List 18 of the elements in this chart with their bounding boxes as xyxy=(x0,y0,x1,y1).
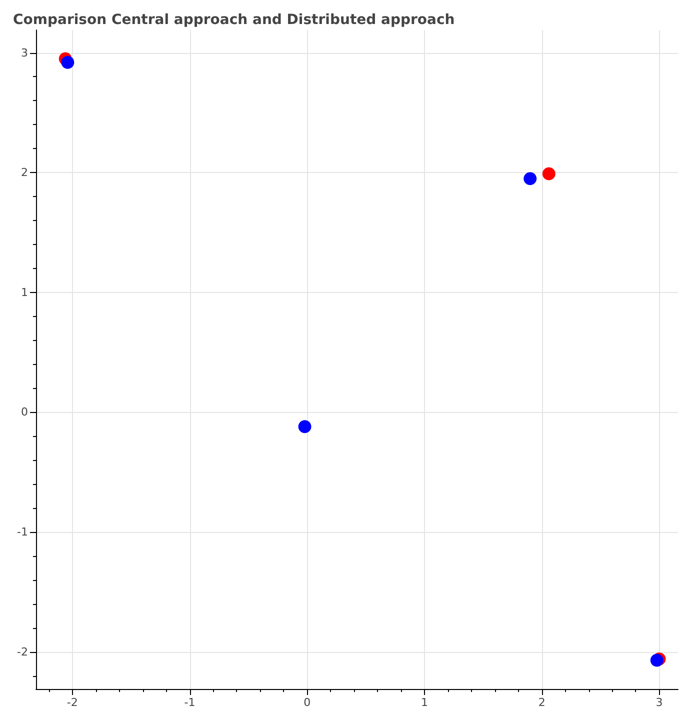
x-tick-label: -1 xyxy=(184,696,196,709)
x-tick-label: -2 xyxy=(66,696,78,709)
x-tick-label: 0 xyxy=(304,696,311,709)
x-tick-label: 3 xyxy=(656,696,663,709)
x-tick-label: 2 xyxy=(538,696,546,709)
chart-title: Comparison Central approach and Distributed approach xyxy=(13,12,455,28)
y-tick-label: 1 xyxy=(21,286,28,299)
y-tick-label: 3 xyxy=(21,46,28,60)
point xyxy=(298,420,312,434)
y-tick-label: -1 xyxy=(17,526,28,539)
x-tick-label: 1 xyxy=(420,696,428,709)
y-tick-label: -2 xyxy=(17,645,28,658)
point xyxy=(524,172,537,186)
y-tick-label: 0 xyxy=(21,406,28,419)
point xyxy=(61,56,74,69)
point xyxy=(650,654,664,667)
y-tick-label: 2 xyxy=(21,166,28,180)
point xyxy=(542,167,556,180)
